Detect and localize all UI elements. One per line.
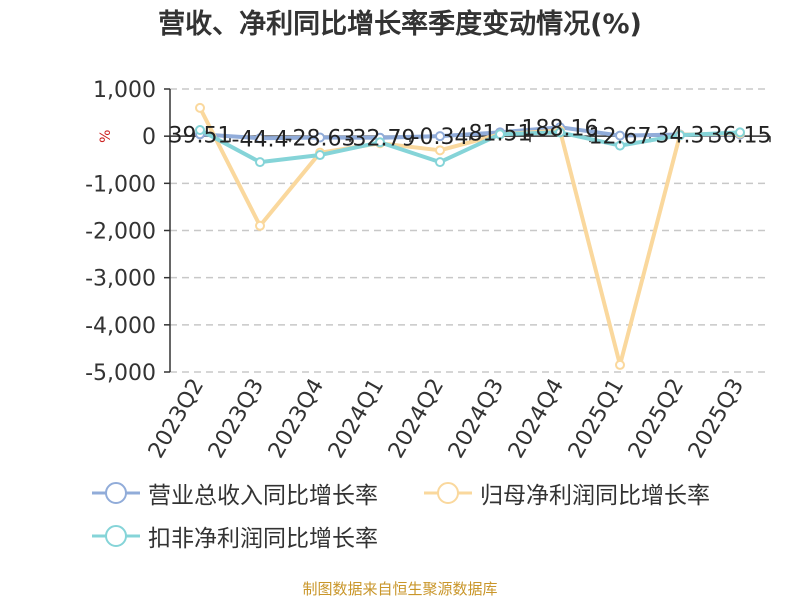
y-tick-label: 1,000 <box>93 78 156 103</box>
y-tick-label: -2,000 <box>85 220 156 245</box>
series-point-2 <box>675 130 685 141</box>
x-tick-label: 2023Q3 <box>204 375 269 463</box>
series-point-2 <box>195 125 205 136</box>
y-tick-label: -4,000 <box>85 314 156 339</box>
y-axis-label: % <box>98 130 114 143</box>
series-point-1 <box>435 145 445 156</box>
x-tick-label: 2023Q2 <box>144 375 209 463</box>
series-point-0 <box>315 132 325 143</box>
series-point-2 <box>375 137 385 148</box>
data-label: -28.63 <box>285 127 356 152</box>
legend-label-deducted-profit: 扣非净利润同比增长率 <box>148 526 378 552</box>
x-tick-label: 2025Q3 <box>684 375 749 463</box>
series-point-2 <box>615 140 625 151</box>
series-point-1 <box>195 102 205 113</box>
legend-item-deducted-profit[interactable]: 扣非净利润同比增长率 <box>92 521 378 552</box>
series-line-2 <box>198 128 742 165</box>
legend-label-revenue: 营业总收入同比增长率 <box>148 483 378 509</box>
series-point-2 <box>555 127 565 138</box>
data-label: 34.3 <box>656 124 705 149</box>
series-point-1 <box>255 220 265 231</box>
data-label: -44.4 <box>232 127 289 152</box>
grid-lines <box>170 88 770 373</box>
data-label: 188.16 <box>522 116 599 141</box>
legend-swatch-net-profit <box>424 482 472 504</box>
data-label: 12.67 <box>589 125 652 150</box>
data-label: 39.51 <box>169 123 232 148</box>
chart-title: 营收、净利同比增长率季度变动情况(%) <box>158 9 642 40</box>
series-line-0 <box>198 125 742 141</box>
y-axis: 1,000 0 -1,000 -2,000 -3,000 -4,000 -5,000% <box>85 78 171 386</box>
series-point-2 <box>495 129 505 140</box>
series-point-1 <box>615 359 625 370</box>
y-tick-label: -1,000 <box>85 172 156 197</box>
data-label: 36.15 <box>709 123 772 148</box>
legend-swatch-deducted-profit <box>92 525 140 547</box>
series-point-0 <box>615 130 625 141</box>
data-label: 81.51 <box>469 121 532 146</box>
data-label: -0.34 <box>412 125 469 150</box>
y-tick-label: -3,000 <box>85 267 156 292</box>
series-point-2 <box>315 150 325 161</box>
data-labels: 39.51 -44.4-28.63-32.79-0.34 81.51188.1612… <box>169 116 772 152</box>
y-tick-label: 0 <box>142 125 156 150</box>
x-tick-label: 2025Q1 <box>564 375 629 463</box>
data-label: -32.79 <box>345 127 416 152</box>
series-point-0 <box>435 131 445 142</box>
x-tick-label: 2024Q2 <box>384 375 449 463</box>
series-point-2 <box>735 127 745 138</box>
legend-label-net-profit: 归母净利润同比增长率 <box>480 483 710 509</box>
series-point-2 <box>435 157 445 168</box>
x-tick-label: 2023Q4 <box>264 375 329 463</box>
series-line-1 <box>198 105 742 367</box>
legend-item-revenue[interactable]: 营业总收入同比增长率 <box>92 478 378 509</box>
x-tick-label: 2024Q4 <box>504 375 569 463</box>
legend-swatch-revenue <box>92 482 140 504</box>
series-point-2 <box>255 157 265 168</box>
series-point-0 <box>255 133 265 144</box>
x-tick-label: 2025Q2 <box>624 375 689 463</box>
series-layer <box>195 102 745 370</box>
y-tick-label: -5,000 <box>85 361 156 386</box>
x-tick-label: 2024Q3 <box>444 375 509 463</box>
x-tick-label: 2024Q1 <box>324 375 389 463</box>
data-source-note: 制图数据来自恒生聚源数据库 <box>302 580 498 598</box>
legend-item-net-profit[interactable]: 归母净利润同比增长率 <box>424 478 710 509</box>
